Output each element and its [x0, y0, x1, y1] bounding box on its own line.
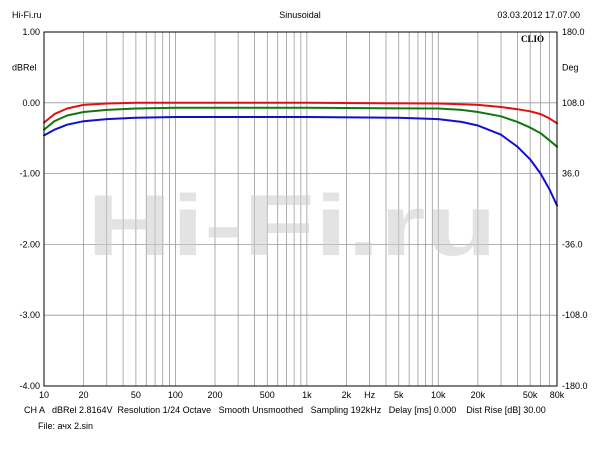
- plot-frame: [43, 31, 558, 387]
- y-axis-label: dBRel: [12, 62, 37, 72]
- x-tick-label: 2k: [342, 390, 352, 400]
- watermark: Hi-Fi.ru: [87, 178, 497, 274]
- y-tick-label: -3.00: [19, 310, 40, 320]
- x-tick-label: 20k: [471, 390, 486, 400]
- footer-settings: CH A dBRel 2.8164V Resolution 1/24 Octav…: [24, 405, 546, 415]
- x-tick-label: 1k: [302, 390, 312, 400]
- series-line-2: [43, 106, 558, 148]
- y-tick-label: -1.00: [19, 169, 40, 179]
- series-line-3: [43, 116, 558, 207]
- x-tick-label: 500: [260, 390, 275, 400]
- y-tick-label: 0.00: [22, 98, 40, 108]
- x-tick-label: 10: [39, 390, 49, 400]
- y2-tick-label: -36.0: [562, 239, 583, 249]
- x-tick-label: 100: [168, 390, 183, 400]
- x-tick-label: 80k: [550, 390, 565, 400]
- y2-tick-label: 108.0: [562, 98, 585, 108]
- y-tick-label: -4.00: [19, 381, 40, 391]
- x-tick-label: 50k: [523, 390, 538, 400]
- brand-label: CLIO: [521, 34, 544, 44]
- y2-tick-label: -108.0: [562, 310, 588, 320]
- footer-file: File: ачх 2.sin: [38, 421, 94, 431]
- x-tick-label: 10k: [431, 390, 446, 400]
- y2-axis-label: Deg: [562, 62, 579, 72]
- x-tick-label: Hz: [364, 390, 375, 400]
- y2-tick-label: 36.0: [562, 169, 580, 179]
- header-center: Sinusoidal: [279, 10, 321, 20]
- series-line-1: [43, 101, 558, 125]
- x-tick-label: 5k: [394, 390, 404, 400]
- y-tick-label: 1.00: [22, 27, 40, 37]
- y-tick-label: -2.00: [19, 239, 40, 249]
- x-tick-label: 20: [79, 390, 89, 400]
- y2-tick-label: 180.0: [562, 27, 585, 37]
- x-tick-label: 50: [131, 390, 141, 400]
- header-right: 03.03.2012 17.07.00: [497, 10, 580, 20]
- header-left: Hi-Fi.ru: [12, 10, 42, 20]
- y2-tick-label: -180.0: [562, 381, 588, 391]
- x-tick-label: 200: [207, 390, 222, 400]
